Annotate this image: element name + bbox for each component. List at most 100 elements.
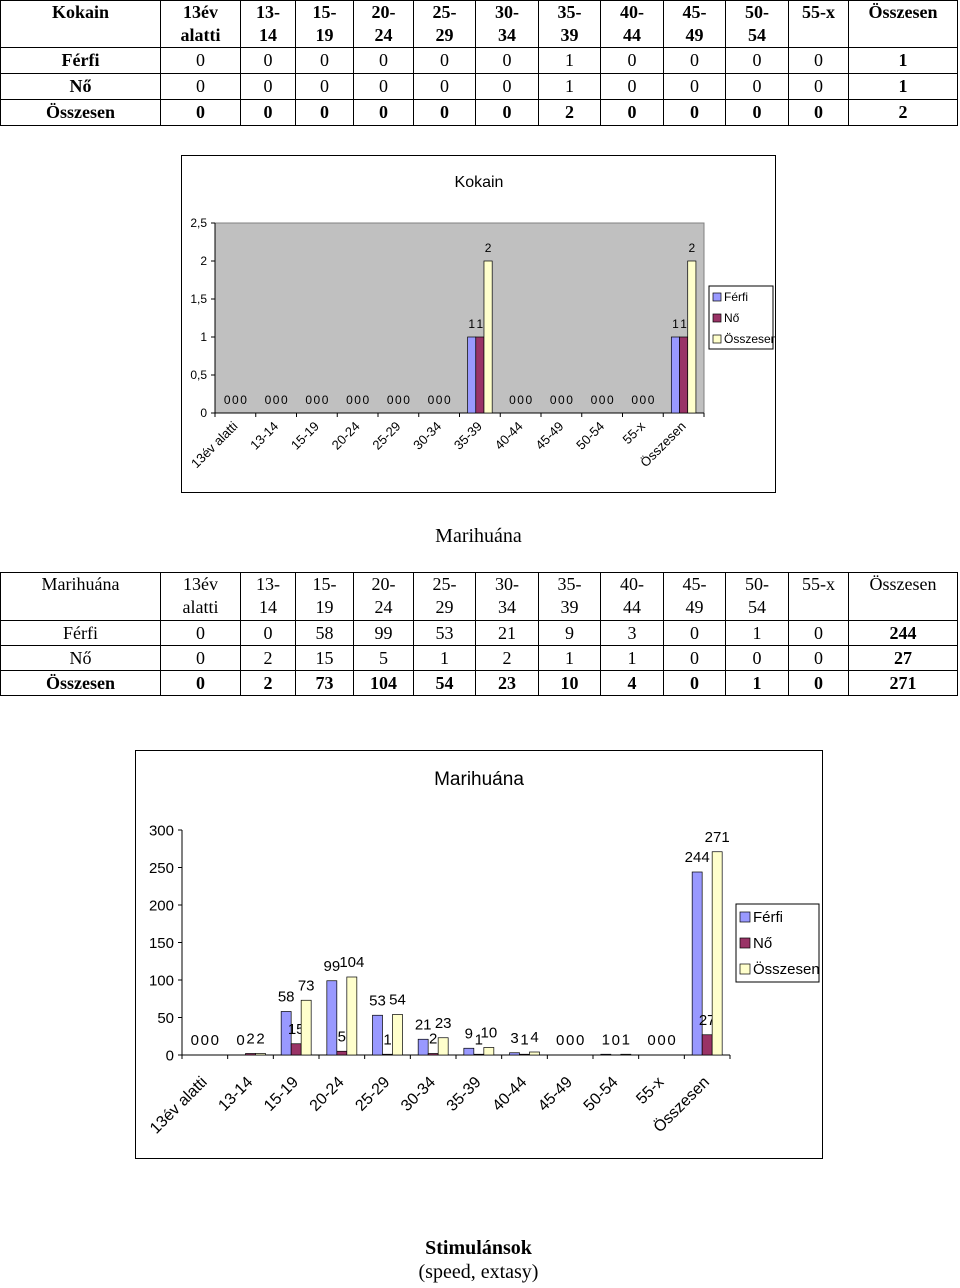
column-header-text: 20-24 xyxy=(371,574,396,617)
data-label-osszesen-3: 0 xyxy=(362,393,369,407)
y-tick-label: 50 xyxy=(157,1010,174,1027)
y-tick-label: 100 xyxy=(149,972,174,989)
table-cell: 244 xyxy=(848,620,958,646)
x-tick-label: 55-x xyxy=(620,418,649,447)
data-label-no-2: 15 xyxy=(288,1021,305,1038)
column-header: 50-54 xyxy=(725,572,789,621)
table-cell: 0 xyxy=(725,73,789,100)
x-tick-label: 13év alatti xyxy=(147,1074,211,1138)
data-label-ferfi-3: 99 xyxy=(323,958,340,975)
data-label-ferfi-8: 0 xyxy=(550,393,557,407)
data-label-osszesen-4: 54 xyxy=(389,992,406,1009)
x-tick-label: 45-49 xyxy=(532,419,566,453)
table-cell: 0 xyxy=(663,645,726,671)
data-label-no-9: 0 xyxy=(612,1032,620,1049)
data-label-no-3: 5 xyxy=(338,1028,346,1045)
legend-swatch-ferfi xyxy=(739,911,751,923)
bar-osszesen-3 xyxy=(346,976,358,1056)
y-tick-label: 2,5 xyxy=(190,216,207,230)
table-cell: 0 xyxy=(160,620,241,646)
table-cell: 73 xyxy=(295,670,354,696)
column-header-text: 13év alatti xyxy=(180,2,221,45)
table-cell: 58 xyxy=(295,620,354,646)
data-label-ferfi-9: 1 xyxy=(602,1031,610,1048)
column-header: 50-54 xyxy=(725,0,789,48)
column-header: 20-24 xyxy=(353,0,414,48)
table-cell: 5 xyxy=(353,645,414,671)
column-header-text: 25-29 xyxy=(432,2,457,45)
table-cell: 0 xyxy=(663,47,726,74)
data-label-osszesen-0: 0 xyxy=(240,393,247,407)
column-header-text: 45-49 xyxy=(682,574,707,617)
x-tick-label: 35-39 xyxy=(444,1074,485,1115)
table-cell: 104 xyxy=(353,670,414,696)
table-cell: 0 xyxy=(788,645,849,671)
bar-ferfi-6 xyxy=(463,1047,475,1056)
data-label-no-8: 0 xyxy=(566,1032,574,1049)
section-heading-marihuana: Marihuána xyxy=(435,525,522,547)
legend-label-osszesen: Összesen xyxy=(724,332,775,346)
legend: Férfi Nő Összesen xyxy=(708,285,775,350)
table-cell: 54 xyxy=(413,670,476,696)
column-header: 15-19 xyxy=(295,572,354,621)
y-tick-label: 0 xyxy=(166,1047,174,1064)
y-tick-label: 300 xyxy=(149,822,174,839)
column-header-text: 40-44 xyxy=(620,574,644,617)
table-cell: 0 xyxy=(600,99,664,126)
table-cell: 9 xyxy=(538,620,601,646)
data-label-osszesen-1: 2 xyxy=(256,1031,264,1048)
column-header: 15-19 xyxy=(295,0,354,48)
bar-osszesen-6 xyxy=(483,260,493,414)
bar-osszesen-7 xyxy=(529,1051,540,1056)
header-row: Kokain 13év alatti 13-14 15-19 20-24 25-29 30-… xyxy=(0,0,958,48)
table-cell: 0 xyxy=(663,620,726,646)
column-header: Összesen xyxy=(848,0,958,48)
table-cell: 1 xyxy=(413,645,476,671)
data-label-ferfi-10: 0 xyxy=(647,1032,655,1049)
table-row: Férfi 0 0 0 0 0 0 1 0 0 0 0 1 xyxy=(0,47,958,74)
data-label-no-7: 0 xyxy=(517,393,524,407)
legend-swatch-osszesen xyxy=(712,334,722,344)
data-label-ferfi-6: 9 xyxy=(465,1025,473,1042)
y-tick-label: 1 xyxy=(200,330,207,344)
table-cell: 0 xyxy=(353,99,414,126)
row-label: Összesen xyxy=(0,670,161,696)
row-label: Nő xyxy=(0,73,161,100)
data-label-osszesen-5: 0 xyxy=(444,393,451,407)
bar-no-2 xyxy=(290,1043,302,1056)
column-header-text: 25-29 xyxy=(432,574,457,617)
row-label: Férfi xyxy=(0,620,161,646)
bar-osszesen-2 xyxy=(300,999,312,1056)
data-label-no-3: 0 xyxy=(354,393,361,407)
data-label-ferfi-10: 0 xyxy=(631,393,638,407)
table-cell: 0 xyxy=(788,47,849,74)
data-label-no-5: 0 xyxy=(436,393,443,407)
bar-osszesen-9 xyxy=(620,1053,632,1056)
data-label-osszesen-4: 0 xyxy=(403,393,410,407)
data-label-ferfi-11: 244 xyxy=(685,849,710,866)
table-cell: 2 xyxy=(538,99,601,126)
table-cell: 0 xyxy=(353,47,414,74)
x-tick-label: 55-x xyxy=(633,1074,667,1108)
column-header-text: 40-44 xyxy=(620,2,644,45)
table-cell: 0 xyxy=(788,670,849,696)
bar-ferfi-4 xyxy=(372,1014,383,1056)
x-tick-label: 25-29 xyxy=(352,1074,393,1115)
bar-no-4 xyxy=(382,1053,393,1056)
kokain-table: Kokain 13év alatti 13-14 15-19 20-24 25-29 30-… xyxy=(0,0,958,126)
column-header-text: 15-19 xyxy=(312,2,337,45)
bar-osszesen-11 xyxy=(711,851,723,1056)
table-row: Összesen 0 0 0 0 0 0 2 0 0 0 0 2 xyxy=(0,99,958,126)
bar-no-6 xyxy=(475,336,485,414)
column-header: 30-34 xyxy=(475,0,539,48)
table-cell: 0 xyxy=(475,47,539,74)
data-label-osszesen-6: 10 xyxy=(480,1025,497,1042)
table-cell: 0 xyxy=(475,99,539,126)
x-tick-label: 30-34 xyxy=(398,1074,439,1115)
data-label-osszesen-8: 0 xyxy=(576,1032,584,1049)
y-tick-label: 2 xyxy=(200,254,207,268)
table-cell: 0 xyxy=(160,645,241,671)
bar-ferfi-5 xyxy=(417,1038,429,1056)
bar-ferfi-11 xyxy=(691,871,703,1056)
